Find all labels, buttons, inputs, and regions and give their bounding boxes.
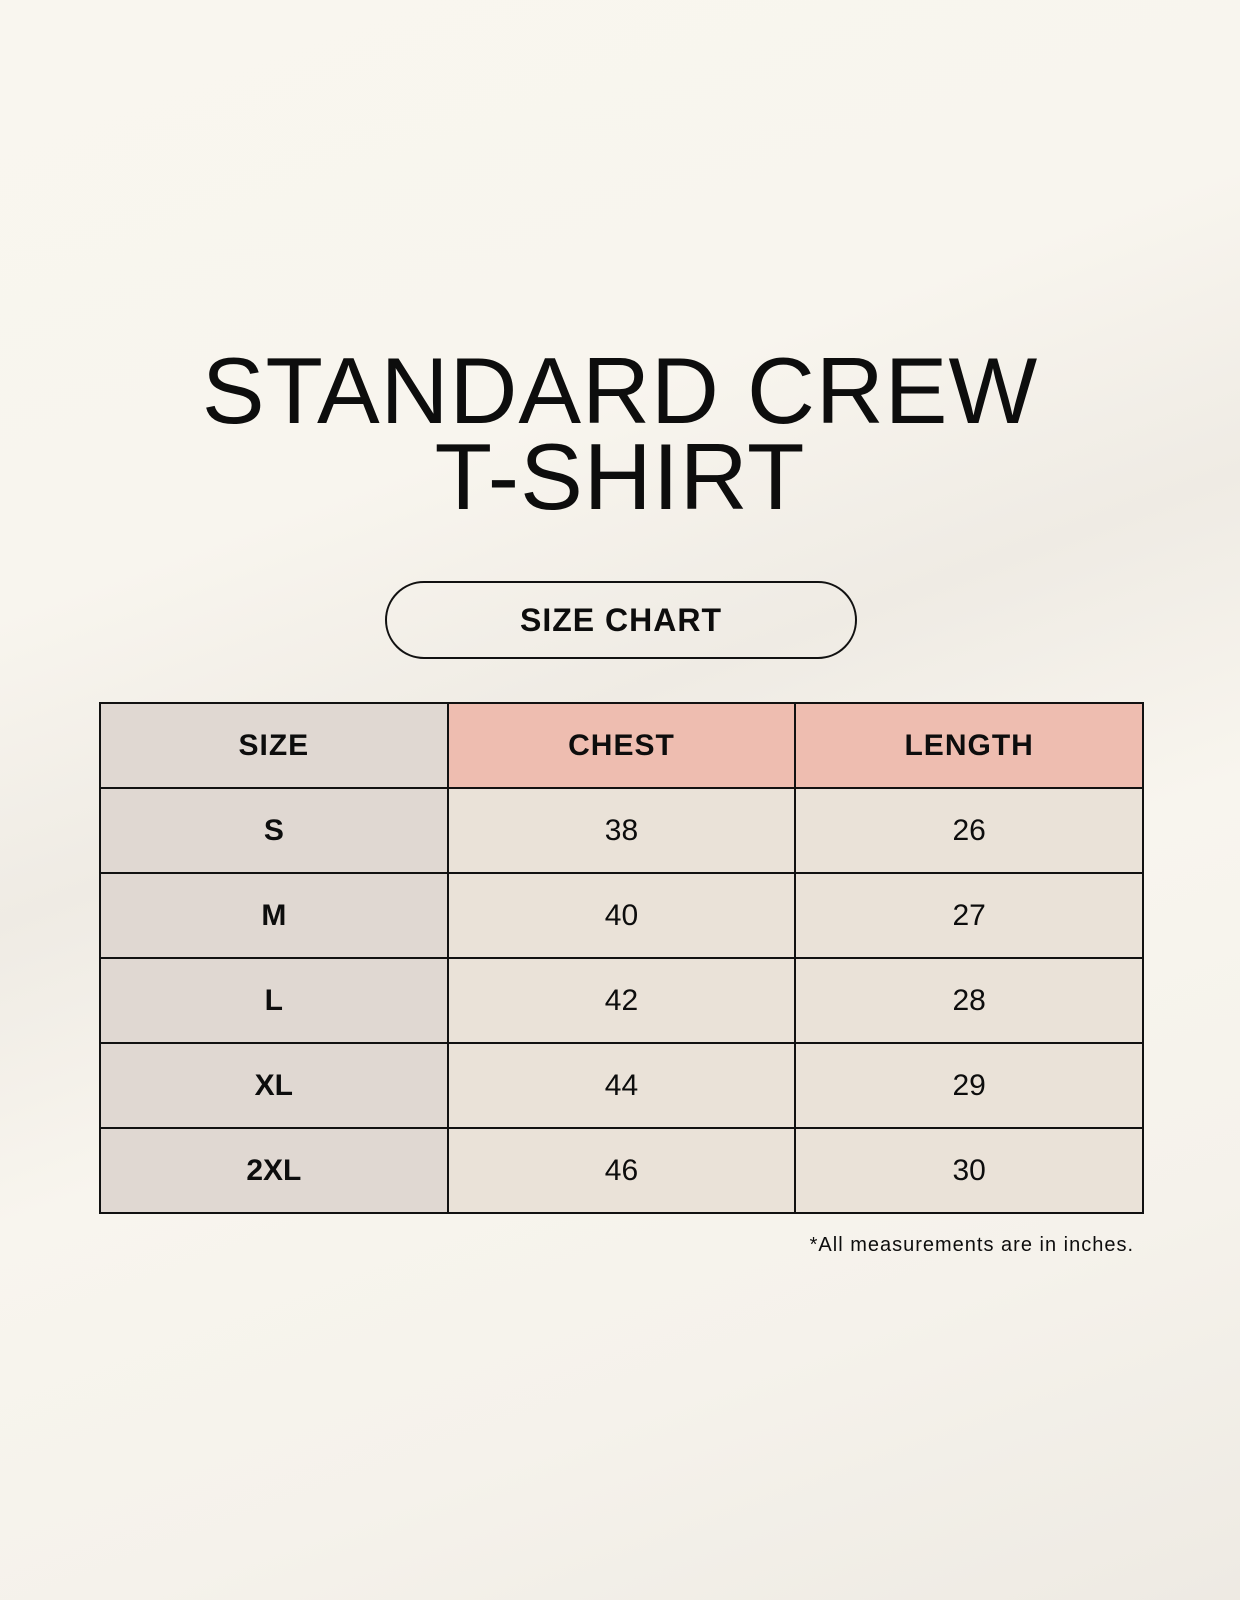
cell-chest: 40 [446,872,797,959]
header-chest: CHEST [446,702,797,789]
footnote: *All measurements are in inches. [809,1234,1134,1256]
size-chart-label: SIZE CHART [385,581,857,659]
cell-size: S [99,787,449,874]
cell-size: L [99,957,449,1044]
header-size: SIZE [99,702,449,789]
cell-chest: 38 [446,787,797,874]
size-table: SIZE CHEST LENGTH S 38 26 M 40 27 L 42 28 XL 44 29 2… [99,702,1144,1214]
cell-length: 30 [794,1127,1144,1214]
cell-length: 28 [794,957,1144,1044]
cell-chest: 44 [446,1042,797,1129]
cell-size: M [99,872,449,959]
table-row: 2XL 46 30 [99,1127,1144,1214]
title-line-1: STANDARD CREW [201,338,1039,443]
header-length: LENGTH [794,702,1144,789]
cell-chest: 46 [446,1127,797,1214]
table-row: S 38 26 [99,787,1144,874]
table-row: XL 44 29 [99,1042,1144,1129]
cell-chest: 42 [446,957,797,1044]
cell-size: XL [99,1042,449,1129]
cell-length: 29 [794,1042,1144,1129]
title-line-2: T-SHIRT [434,424,806,529]
table-header-row: SIZE CHEST LENGTH [99,702,1144,789]
page-title: STANDARD CREW T-SHIRT [0,338,1240,529]
cell-size: 2XL [99,1127,449,1214]
table-row: L 42 28 [99,957,1144,1044]
cell-length: 26 [794,787,1144,874]
table-row: M 40 27 [99,872,1144,959]
cell-length: 27 [794,872,1144,959]
